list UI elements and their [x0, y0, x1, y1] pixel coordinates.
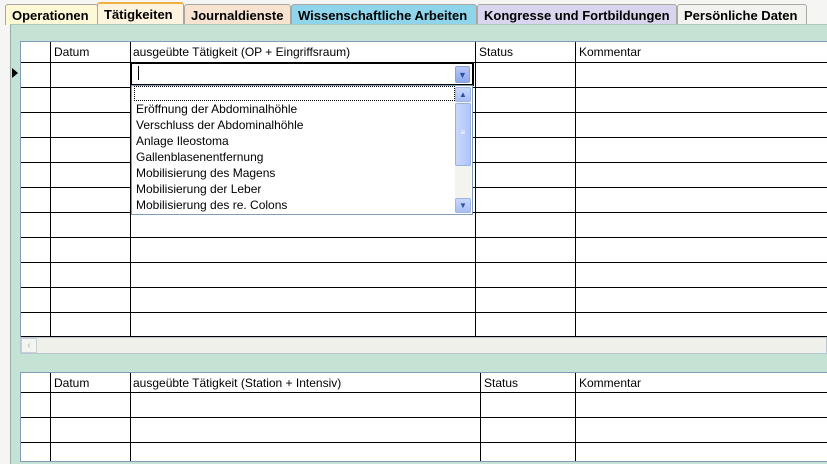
header-taetigkeit-2[interactable]: ausgeübte Tätigkeit (Station + Intensiv): [133, 376, 342, 390]
dropdown-option[interactable]: Mobilisierung des re. Colons: [136, 198, 288, 212]
tab-kongresse[interactable]: Kongresse und Fortbildungen: [477, 4, 677, 25]
tab-operationen[interactable]: Operationen: [5, 4, 98, 25]
header-datum-2[interactable]: Datum: [54, 376, 90, 390]
dropdown-arrow-icon[interactable]: ▼: [455, 66, 470, 83]
dropdown-option[interactable]: Verschluss der Abdominalhöhle: [136, 118, 304, 132]
dropdown-option[interactable]: Gallenblasenentfernung: [136, 150, 264, 164]
current-record-icon: [12, 68, 18, 78]
dropdown-scrollbar[interactable]: ▲ ≡ ▼: [455, 87, 471, 213]
dropdown-option[interactable]: Anlage Ileostoma: [136, 134, 229, 148]
text-cursor: [138, 66, 139, 80]
header-taetigkeit[interactable]: ausgeübte Tätigkeit (OP + Eingriffsraum): [133, 45, 351, 59]
tab-journaldienste[interactable]: Journaldienste: [184, 4, 291, 25]
dropdown-option-empty[interactable]: [134, 86, 455, 101]
header-kommentar[interactable]: Kommentar: [579, 45, 642, 59]
dropdown-list[interactable]: Eröffnung der Abdominalhöhle Verschluss …: [131, 85, 473, 215]
header-kommentar-2[interactable]: Kommentar: [579, 376, 642, 390]
activity-combobox[interactable]: ▼: [130, 62, 474, 86]
dropdown-option[interactable]: Mobilisierung des Magens: [136, 166, 276, 180]
scroll-up-icon[interactable]: ▲: [455, 87, 471, 102]
horizontal-scrollbar[interactable]: ‹: [20, 337, 827, 354]
dropdown-option[interactable]: Mobilisierung der Leber: [136, 182, 262, 196]
header-datum[interactable]: Datum: [54, 45, 90, 59]
dropdown-option[interactable]: Eröffnung der Abdominalhöhle: [136, 102, 298, 116]
tab-wissenschaftliche-arbeiten[interactable]: Wissenschaftliche Arbeiten: [291, 4, 477, 25]
scroll-thumb[interactable]: ≡: [455, 103, 471, 166]
header-status-2[interactable]: Status: [484, 376, 519, 390]
grid-station: Datum ausgeübte Tätigkeit (Station + Int…: [20, 372, 827, 462]
header-status[interactable]: Status: [479, 45, 514, 59]
scroll-left-icon[interactable]: ‹: [21, 338, 37, 353]
scroll-down-icon[interactable]: ▼: [455, 198, 471, 213]
tab-persoenliche-daten[interactable]: Persönliche Daten: [677, 4, 807, 25]
tab-taetigkeiten[interactable]: Tätigkeiten: [97, 2, 184, 25]
